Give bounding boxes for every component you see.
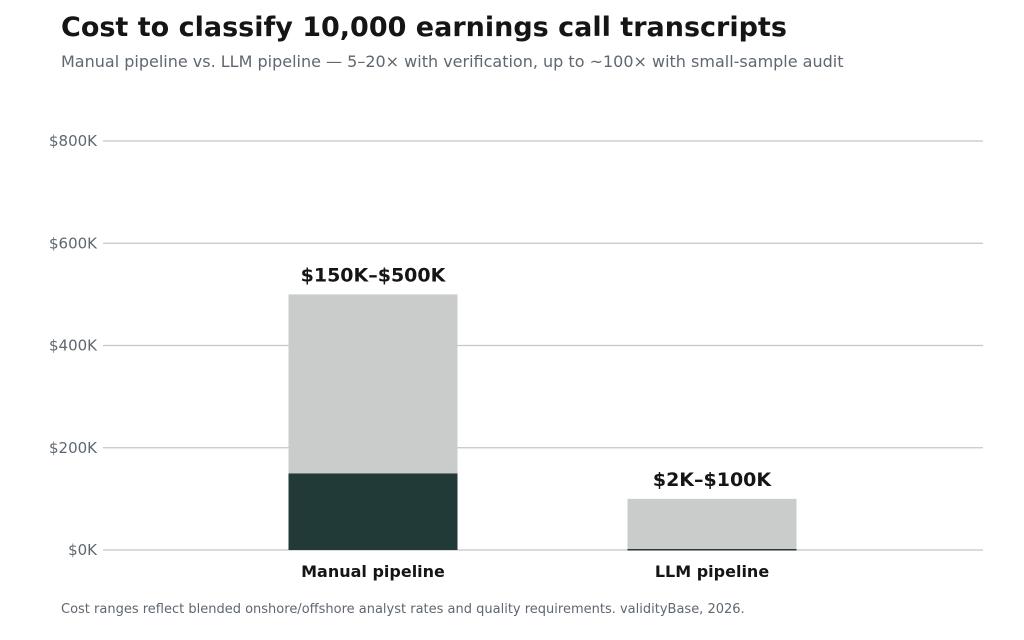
bar-segment-range [627,498,797,549]
bar-segment-low [288,473,458,550]
gridlines [103,140,983,551]
x-category-label: LLM pipeline [655,562,769,581]
y-tick-label: $800K [49,132,98,150]
y-tick-label: $400K [49,337,98,355]
labels: $150K–$500K Manual pipeline $2K–$100K LLM p… [301,264,773,581]
y-tick-label: $200K [49,439,98,457]
x-category-label: Manual pipeline [301,562,445,581]
chart-title: Cost to classify 10,000 earnings call tr… [61,12,787,43]
data-label: $2K–$100K [653,469,773,491]
bar-segment-range [288,294,458,474]
y-tick-label: $0K [68,541,98,559]
y-tick-label: $600K [49,234,98,252]
bars [288,294,797,551]
data-label: $150K–$500K [301,264,447,286]
chart-footnote: Cost ranges reflect blended onshore/offs… [61,602,745,617]
chart-subtitle: Manual pipeline vs. LLM pipeline — 5–20×… [61,52,844,71]
bar-segment-low [627,548,797,551]
y-axis-ticks: $0K $200K $400K $600K $800K [49,132,98,559]
